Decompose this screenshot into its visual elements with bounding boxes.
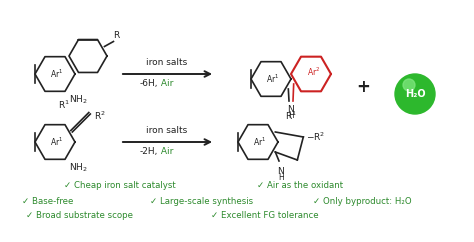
Circle shape (395, 74, 435, 114)
Text: ✓ Large-scale synthesis: ✓ Large-scale synthesis (150, 197, 253, 205)
Text: N: N (278, 167, 284, 176)
Text: Ar$^1$: Ar$^1$ (253, 136, 266, 148)
Circle shape (403, 79, 415, 91)
Text: H₂O: H₂O (405, 89, 425, 99)
Text: H: H (288, 111, 294, 120)
Text: ✓ Broad substrate scope: ✓ Broad substrate scope (27, 212, 134, 220)
Text: ✓ Only byproduct: H₂O: ✓ Only byproduct: H₂O (313, 197, 411, 205)
Text: R$^1$: R$^1$ (58, 98, 70, 111)
Text: Ar$^1$: Ar$^1$ (50, 136, 63, 148)
Text: Air: Air (158, 79, 173, 88)
Text: iron salts: iron salts (146, 58, 188, 67)
Text: Ar$^1$: Ar$^1$ (266, 73, 279, 85)
Text: R: R (113, 31, 120, 40)
Text: iron salts: iron salts (146, 126, 188, 135)
Text: ✓ Excellent FG tolerance: ✓ Excellent FG tolerance (211, 212, 319, 220)
Text: ✓ Cheap iron salt catalyst: ✓ Cheap iron salt catalyst (64, 182, 176, 190)
Text: Ar$^2$: Ar$^2$ (307, 66, 321, 78)
Text: Ar$^1$: Ar$^1$ (50, 68, 63, 80)
Text: Air: Air (158, 147, 173, 156)
Text: NH$_2$: NH$_2$ (69, 94, 88, 106)
Text: R$^1$: R$^1$ (285, 110, 297, 122)
Text: -6H,: -6H, (139, 79, 158, 88)
Text: R$^2$: R$^2$ (94, 110, 106, 122)
Text: NH$_2$: NH$_2$ (69, 162, 88, 174)
Text: N: N (288, 105, 294, 114)
Text: -2H,: -2H, (140, 147, 158, 156)
Text: H: H (278, 173, 284, 182)
Text: +: + (356, 78, 370, 96)
Text: $-$R$^2$: $-$R$^2$ (306, 131, 326, 143)
Text: ✓ Air as the oxidant: ✓ Air as the oxidant (257, 182, 343, 190)
Text: ✓ Base-free: ✓ Base-free (22, 197, 73, 205)
